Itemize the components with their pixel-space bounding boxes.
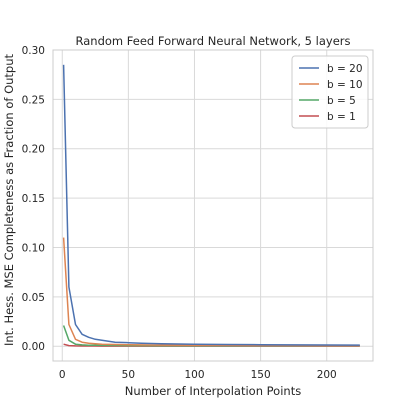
legend-box [291, 55, 369, 129]
series-line-b-10 [62, 237, 360, 347]
plot-area-frame [52, 49, 374, 362]
legend-label: b = 10 [327, 79, 363, 91]
y-tick-label: 0.00 [22, 341, 45, 353]
x-tick-label: 150 [251, 369, 271, 381]
y-tick-label: 0.20 [22, 144, 45, 156]
x-tick-label: 0 [59, 369, 66, 381]
y-tick-label: 0.25 [22, 94, 45, 106]
legend-items: b = 20 b = 10 b = 5 b = 1 [299, 63, 363, 123]
legend-label: b = 5 [327, 95, 356, 107]
y-tick-label: 0.10 [22, 242, 45, 254]
legend: b = 20 b = 10 b = 5 b = 1 [291, 55, 369, 129]
legend-label: b = 20 [327, 63, 363, 75]
legend-label: b = 1 [327, 111, 356, 123]
chart-title: Random Feed Forward Neural Network, 5 la… [76, 34, 351, 48]
series-line-b-5 [62, 325, 360, 347]
y-tick-label: 0.15 [22, 193, 45, 205]
x-tick-label: 100 [184, 369, 204, 381]
y-axis-label: Int. Hess. MSE Completeness as Fraction … [2, 53, 16, 346]
y-tick-label: 0.05 [22, 292, 45, 304]
x-tick-label: 50 [122, 369, 135, 381]
y-tick-label: 0.30 [22, 45, 45, 57]
series-lines [62, 64, 360, 347]
x-tick-label: 200 [317, 369, 337, 381]
x-axis-label: Number of Interpolation Points [125, 384, 301, 398]
series-line-b-20 [62, 64, 360, 346]
tick-labels: 0 50 100 150 200 0.00 0.05 0.10 0.15 0.20 0.25 0.30 [22, 45, 337, 381]
